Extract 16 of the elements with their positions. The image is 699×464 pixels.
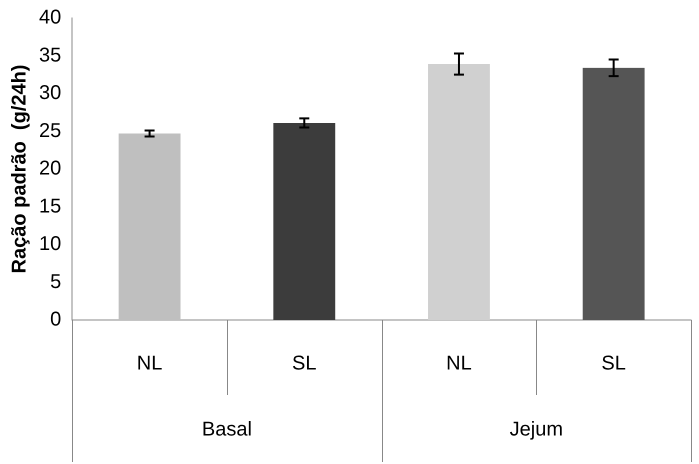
y-tick-label: 30 bbox=[38, 82, 62, 104]
y-tick-label: 20 bbox=[38, 158, 62, 180]
y-tick-label: 40 bbox=[38, 6, 62, 29]
y-tick-label: 15 bbox=[38, 195, 62, 218]
x-tick-label: NL bbox=[446, 352, 472, 375]
text: Basal bbox=[202, 418, 252, 441]
x-tick-label: NL bbox=[136, 352, 162, 375]
y-tick-label: 0 bbox=[50, 308, 62, 331]
text: Jejum bbox=[510, 418, 563, 441]
y-tick-label: 5 bbox=[50, 270, 62, 293]
y-tick-label: 10 bbox=[38, 233, 62, 256]
x-tick-label: SL bbox=[601, 352, 626, 375]
y-tick-label: 35 bbox=[38, 44, 62, 66]
y-axis-title: Ração padrão (g/24h) bbox=[8, 64, 31, 274]
y-tick-label: 25 bbox=[38, 120, 62, 142]
x-tick-label: SL bbox=[292, 352, 317, 375]
